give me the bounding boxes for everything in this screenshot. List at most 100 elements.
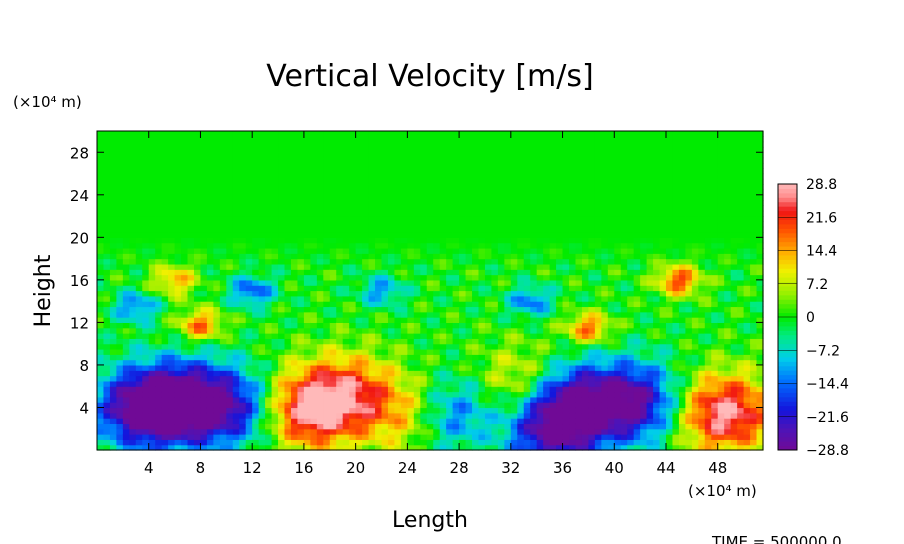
heat-cell: [536, 285, 544, 292]
heat-cell: [148, 247, 156, 254]
heat-cell: [594, 210, 602, 217]
heat-cell: [258, 423, 266, 430]
heat-cell: [290, 184, 299, 191]
heat-cell: [355, 205, 363, 212]
heat-cell: [601, 189, 609, 196]
heat-cell: [478, 242, 486, 249]
heat-cell: [413, 412, 421, 419]
heat-cell: [219, 269, 227, 276]
heat-cell: [497, 317, 505, 323]
heat-cell: [226, 263, 234, 270]
heat-cell: [614, 423, 622, 430]
heat-cell: [588, 348, 596, 355]
heat-cell: [316, 439, 324, 446]
heat-cell: [510, 152, 518, 159]
heat-cell: [161, 301, 169, 308]
heat-cell: [510, 364, 518, 371]
heat-cell: [206, 247, 214, 254]
heat-cell: [258, 439, 266, 446]
heat-cell: [329, 178, 337, 185]
heat-cell: [472, 221, 480, 228]
heat-cell: [135, 232, 143, 238]
heat-cell: [181, 375, 189, 382]
heat-cell: [297, 306, 305, 313]
heat-cell: [627, 258, 635, 265]
heat-cell: [109, 131, 117, 137]
heat-cell: [142, 285, 150, 292]
heat-cell: [465, 306, 473, 313]
heat-cell: [433, 157, 441, 164]
heat-cell: [497, 221, 505, 228]
heat-cell: [148, 141, 156, 148]
heat-cell: [478, 136, 486, 143]
heat-cell: [155, 285, 163, 292]
heat-cell: [122, 396, 130, 403]
heat-cell: [517, 439, 525, 446]
heat-cell: [601, 386, 609, 393]
heat-cell: [181, 184, 189, 191]
heat-cell: [387, 232, 396, 238]
heat-cell: [497, 162, 505, 169]
heat-cell: [478, 279, 486, 286]
heat-cell: [549, 258, 557, 265]
heat-cell: [97, 232, 105, 238]
heat-cell: [491, 354, 499, 361]
heat-cell: [575, 141, 583, 148]
heat-cell: [329, 168, 337, 175]
heat-cell: [569, 338, 577, 345]
heat-cell: [355, 242, 363, 249]
heat-cell: [316, 354, 324, 361]
heat-cell: [349, 162, 357, 169]
heat-cell: [614, 279, 622, 286]
heat-cell: [297, 157, 305, 164]
heat-cell: [504, 364, 512, 371]
heat-cell: [187, 285, 195, 292]
heat-cell: [142, 210, 150, 217]
heat-cell: [310, 131, 318, 137]
heat-cell: [627, 285, 635, 292]
heat-cell: [601, 354, 609, 361]
heat-cell: [614, 253, 622, 260]
heat-cell: [504, 407, 512, 414]
heat-cell: [627, 423, 635, 430]
heat-cell: [549, 221, 557, 228]
heat-cell: [375, 428, 383, 435]
heat-cell: [575, 364, 583, 371]
heat-cell: [556, 375, 564, 382]
heat-cell: [206, 386, 214, 393]
heat-cell: [265, 258, 273, 265]
heat-cell: [181, 423, 189, 430]
heat-cell: [336, 269, 344, 276]
heat-cell: [504, 327, 512, 334]
heat-cell: [116, 317, 124, 323]
heat-cell: [517, 380, 525, 387]
heat-cell: [465, 359, 473, 366]
heat-cell: [413, 263, 421, 270]
heat-cell: [407, 136, 415, 143]
heat-cell: [581, 162, 590, 169]
heat-cell: [252, 364, 260, 371]
heat-cell: [543, 402, 551, 409]
heat-cell: [116, 152, 124, 159]
heat-cell: [336, 146, 344, 153]
heat-cell: [601, 402, 609, 409]
heat-cell: [336, 396, 344, 403]
heat-cell: [562, 152, 570, 159]
heat-cell: [278, 194, 286, 201]
heat-cell: [614, 386, 622, 393]
heat-cell: [523, 168, 531, 175]
heat-cell: [381, 343, 389, 350]
heat-cell: [478, 370, 486, 377]
heat-cell: [161, 173, 169, 180]
heat-cell: [465, 232, 473, 238]
heat-cell: [219, 301, 227, 308]
heat-cell: [349, 306, 357, 313]
heat-cell: [413, 221, 421, 228]
heat-cell: [362, 173, 370, 180]
heat-cell: [607, 359, 615, 366]
heat-cell: [556, 216, 564, 222]
heat-cell: [381, 226, 389, 233]
heat-cell: [245, 253, 253, 260]
heat-cell: [517, 189, 525, 196]
heat-cell: [562, 253, 570, 260]
